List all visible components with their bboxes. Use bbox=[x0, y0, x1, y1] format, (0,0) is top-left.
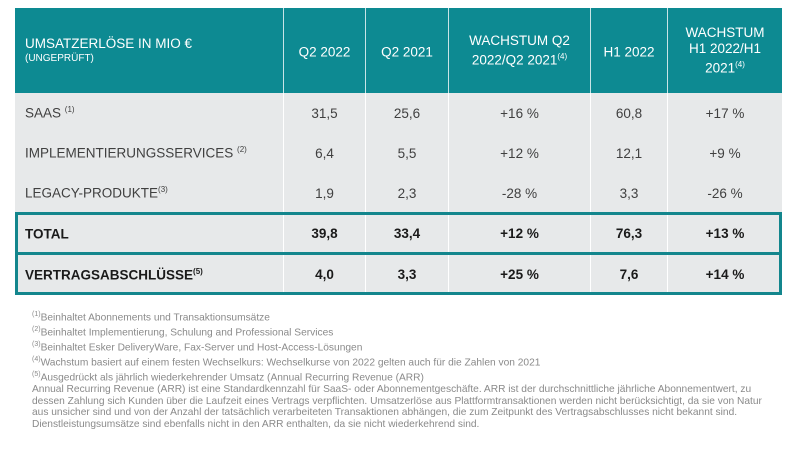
table-cell: 33,4 bbox=[366, 213, 449, 254]
table-cell: 31,5 bbox=[284, 93, 366, 133]
row-label: TOTAL bbox=[15, 213, 284, 254]
table-cell: +12 % bbox=[449, 133, 591, 173]
table-cell: 7,6 bbox=[591, 254, 668, 295]
highlight-divider bbox=[15, 252, 782, 255]
table-row: SAAS (1) 31,5 25,6 +16 % 60,8 +17 % bbox=[15, 93, 782, 134]
table-cell: +16 % bbox=[449, 93, 591, 133]
table-cell: 76,3 bbox=[591, 213, 668, 254]
row-label: IMPLEMENTIERUNGSSERVICES (2) bbox=[15, 133, 284, 173]
column-header: WACHSTUM Q2 2022/Q2 2021(4) bbox=[449, 8, 591, 93]
row-label: SAAS (1) bbox=[15, 93, 284, 133]
table-cell: 25,6 bbox=[366, 93, 449, 133]
footnote: (4)Wachstum basiert auf einem festen Wec… bbox=[32, 355, 541, 369]
table-cell: -26 % bbox=[707, 185, 743, 201]
table-cell: +25 % bbox=[449, 254, 591, 295]
arr-note: Annual Recurring Revenue (ARR) ist eine … bbox=[32, 383, 762, 430]
table-cell: -28 % bbox=[449, 173, 591, 213]
table-cell: 4,0 bbox=[284, 254, 366, 295]
header-title-cell: UMSATZERLÖSE IN MIO € (UNGEPRÜFT) bbox=[15, 8, 284, 93]
row-label: LEGACY-PRODUKTE(3) bbox=[15, 173, 284, 213]
table-cell: +13 % bbox=[705, 226, 745, 241]
column-header: Q2 2022 bbox=[284, 8, 366, 93]
table-cell: 1,9 bbox=[284, 173, 366, 213]
table-cell: +9 % bbox=[709, 145, 741, 161]
table-cell: 2,3 bbox=[366, 173, 449, 213]
table-header: UMSATZERLÖSE IN MIO € (UNGEPRÜFT) Q2 202… bbox=[15, 8, 782, 93]
column-header: Q2 2021 bbox=[366, 8, 449, 93]
table-row: LEGACY-PRODUKTE(3) 1,9 2,3 -28 % 3,3 -26 % bbox=[15, 173, 782, 214]
table-cell: 5,5 bbox=[366, 133, 449, 173]
table-cell: +17 % bbox=[705, 105, 745, 121]
table-row: IMPLEMENTIERUNGSSERVICES (2) 6,4 5,5 +12 % 1… bbox=[15, 133, 782, 174]
footnote: (5)Ausgedrückt als jährlich wiederkehren… bbox=[32, 370, 424, 384]
table-cell: 39,8 bbox=[284, 213, 366, 254]
header-subtitle: (UNGEPRÜFT) bbox=[25, 53, 94, 64]
table-cell: 3,3 bbox=[366, 254, 449, 295]
column-header: WACHSTUM H1 2022/H1 2021(4) bbox=[685, 24, 765, 76]
footnote: (3)Beinhaltet Esker DeliveryWare, Fax-Se… bbox=[32, 340, 363, 354]
footnotes: (1)Beinhaltet Abonnements und Transaktio… bbox=[32, 309, 772, 430]
footnote: (1)Beinhaltet Abonnements und Transaktio… bbox=[32, 311, 270, 324]
table-cell: 6,4 bbox=[284, 133, 366, 173]
table-row: TOTAL 39,8 33,4 +12 % 76,3 +13 % bbox=[15, 213, 782, 255]
header-title: UMSATZERLÖSE IN MIO € bbox=[25, 36, 193, 51]
column-header: H1 2022 bbox=[591, 8, 668, 93]
table-cell: +12 % bbox=[449, 213, 591, 254]
table-cell: 60,8 bbox=[591, 93, 668, 133]
table-cell: 3,3 bbox=[591, 173, 668, 213]
table-cell: 12,1 bbox=[591, 133, 668, 173]
table-row: VERTRAGSABSCHLÜSSE(5) 4,0 3,3 +25 % 7,6 +14 % bbox=[15, 254, 782, 296]
footnote: (2)Beinhaltet Implementierung, Schulung … bbox=[32, 325, 334, 339]
table-cell: +14 % bbox=[705, 267, 745, 282]
row-label: VERTRAGSABSCHLÜSSE(5) bbox=[15, 254, 284, 295]
